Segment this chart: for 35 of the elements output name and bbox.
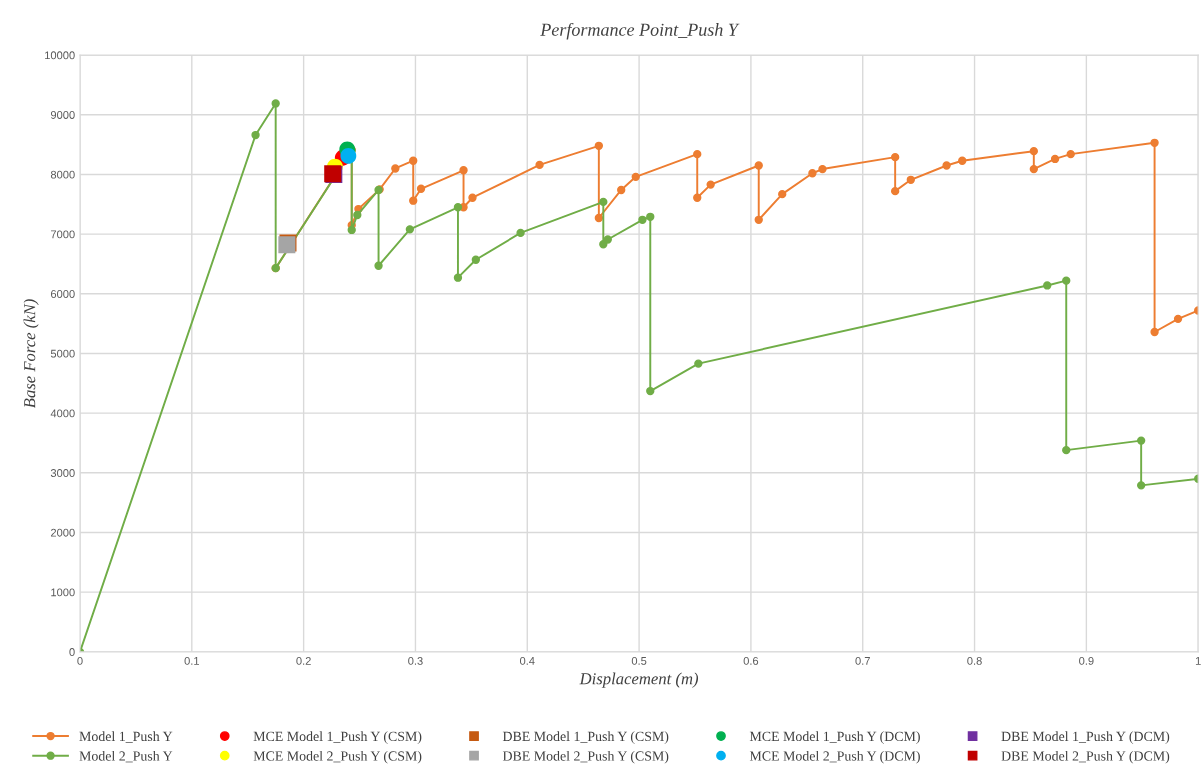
y-tick-label: 8000 (50, 170, 75, 179)
y-tick-label: 5000 (50, 349, 75, 358)
x-tick-label: 0.4 (519, 656, 535, 665)
legend-label: DBE Model 1_Push Y (DCM) (1001, 731, 1170, 744)
legend-label: DBE Model 1_Push Y (CSM) (502, 731, 669, 744)
legend-label: Model 1_Push Y (79, 731, 173, 743)
legend-label: DBE Model 2_Push Y (DCM) (1001, 750, 1170, 764)
y-tick-label: 9000 (50, 111, 75, 119)
y-tick-label: 2000 (50, 528, 75, 537)
x-tick-label: 0.7 (855, 656, 870, 665)
x-tick-label: 0.2 (296, 656, 311, 665)
legend-label: DBE Model 2_Push Y (CSM) (502, 750, 669, 764)
legend-label: MCE Model 1_Push Y (CSM) (253, 731, 422, 744)
x-axis-title: Displacement (m) (579, 672, 699, 688)
x-tick-label: 1 (1195, 657, 1201, 665)
y-tick-label: 4000 (50, 409, 75, 418)
legend-label: MCE Model 2_Push Y (DCM) (749, 750, 920, 764)
x-tick-label: 0.5 (631, 656, 647, 665)
x-tick-label: 0.1 (184, 656, 199, 665)
x-tick-label: 0.9 (1079, 656, 1094, 665)
x-tick-label: 0.8 (967, 656, 982, 665)
chart-title: Performance Point_Push Y (540, 22, 740, 40)
y-tick-label: 0 (69, 648, 75, 656)
y-tick-label: 10000 (45, 51, 75, 60)
legend-label: Model 2_Push Y (79, 750, 173, 763)
y-tick-label: 1000 (51, 588, 75, 597)
x-tick-label: 0.6 (743, 656, 759, 665)
x-tick-label: 0 (77, 656, 83, 665)
legend-label: MCE Model 2_Push Y (CSM) (253, 750, 422, 764)
y-tick-label: 6000 (50, 290, 75, 298)
y-tick-label: 7000 (50, 230, 75, 239)
y-axis-title: Base Force (kN) (23, 299, 39, 409)
x-tick-label: 0.3 (408, 656, 423, 665)
legend-label: MCE Model 1_Push Y (DCM) (749, 731, 920, 744)
y-tick-label: 3000 (50, 469, 75, 477)
